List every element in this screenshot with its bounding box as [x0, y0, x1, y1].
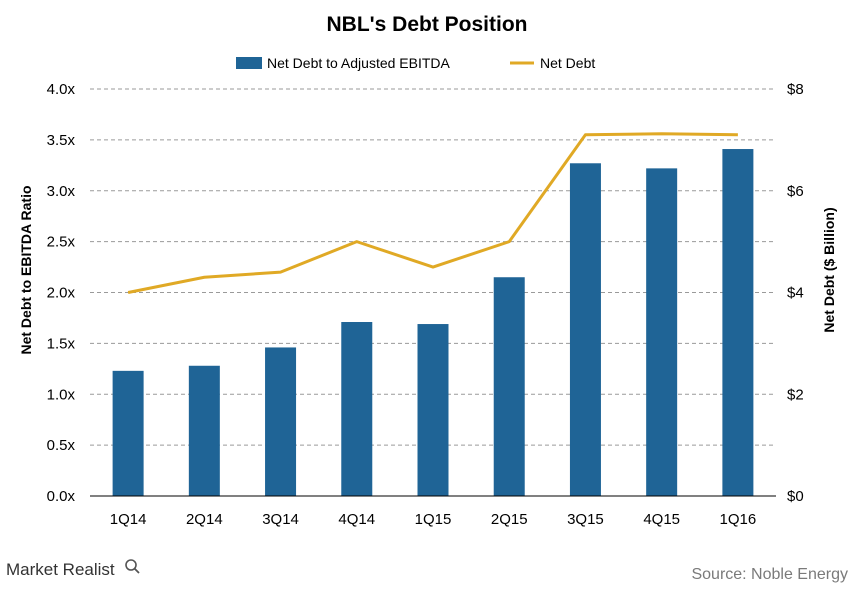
- bar: [265, 347, 297, 496]
- x-tick-label: 4Q15: [643, 511, 680, 528]
- x-tick-label: 1Q14: [110, 511, 147, 528]
- left-tick-label: 2.5x: [47, 234, 76, 251]
- x-tick-label: 2Q15: [491, 511, 528, 528]
- chart-title: NBL's Debt Position: [327, 13, 528, 36]
- left-tick-label: 2.0x: [47, 285, 76, 302]
- left-tick-label: 1.0x: [47, 386, 76, 403]
- line-series: [127, 132, 738, 294]
- bar-series: [112, 149, 754, 497]
- magnifier-icon: [125, 559, 137, 571]
- bar: [493, 277, 525, 496]
- right-tick-label: $2: [787, 386, 804, 403]
- legend-label-line: Net Debt: [540, 55, 595, 71]
- legend: Net Debt to Adjusted EBITDA Net Debt: [236, 55, 595, 71]
- bar: [188, 365, 220, 496]
- left-tick-label: 0.5x: [47, 437, 76, 454]
- right-axis-label: Net Debt ($ Billion): [821, 207, 837, 332]
- bar: [112, 370, 144, 496]
- brand-name: Market Realist: [6, 560, 115, 579]
- right-tick-label: $6: [787, 183, 804, 200]
- x-tick-label: 3Q15: [567, 511, 604, 528]
- left-axis-label: Net Debt to EBITDA Ratio: [18, 185, 34, 354]
- right-tick-label: $4: [787, 285, 804, 302]
- x-axis-ticks: 1Q14 2Q14 3Q14 4Q14 1Q15 2Q15 3Q15 4Q15 1Q16: [110, 511, 756, 528]
- right-tick-label: $8: [787, 81, 804, 98]
- source-note: Source: Noble Energy: [691, 566, 848, 583]
- right-tick-label: $0: [787, 488, 804, 505]
- bar: [722, 149, 754, 496]
- legend-label-bar: Net Debt to Adjusted EBITDA: [267, 55, 451, 71]
- bar: [646, 168, 678, 497]
- bar: [569, 163, 601, 496]
- x-tick-label: 1Q16: [720, 511, 757, 528]
- x-tick-label: 1Q15: [415, 511, 452, 528]
- left-tick-label: 4.0x: [47, 81, 76, 98]
- left-tick-label: 3.0x: [47, 183, 76, 200]
- bar: [417, 324, 449, 496]
- left-tick-label: 0.0x: [47, 488, 76, 505]
- bar: [341, 322, 373, 496]
- x-tick-label: 2Q14: [186, 511, 223, 528]
- x-tick-label: 4Q14: [338, 511, 375, 528]
- magnifier-handle: [133, 567, 140, 574]
- legend-swatch-bar: [236, 57, 262, 69]
- left-axis-ticks: 0.0x 0.5x 1.0x 1.5x 2.0x 2.5x 3.0x 3.5x 4.0x: [47, 81, 76, 505]
- right-axis-ticks: $0 $2 $4 $6 $8: [787, 81, 804, 505]
- left-tick-label: 1.5x: [47, 335, 76, 352]
- brand-logo: Market Realist: [6, 559, 140, 579]
- x-tick-label: 3Q14: [262, 511, 299, 528]
- left-tick-label: 3.5x: [47, 132, 76, 149]
